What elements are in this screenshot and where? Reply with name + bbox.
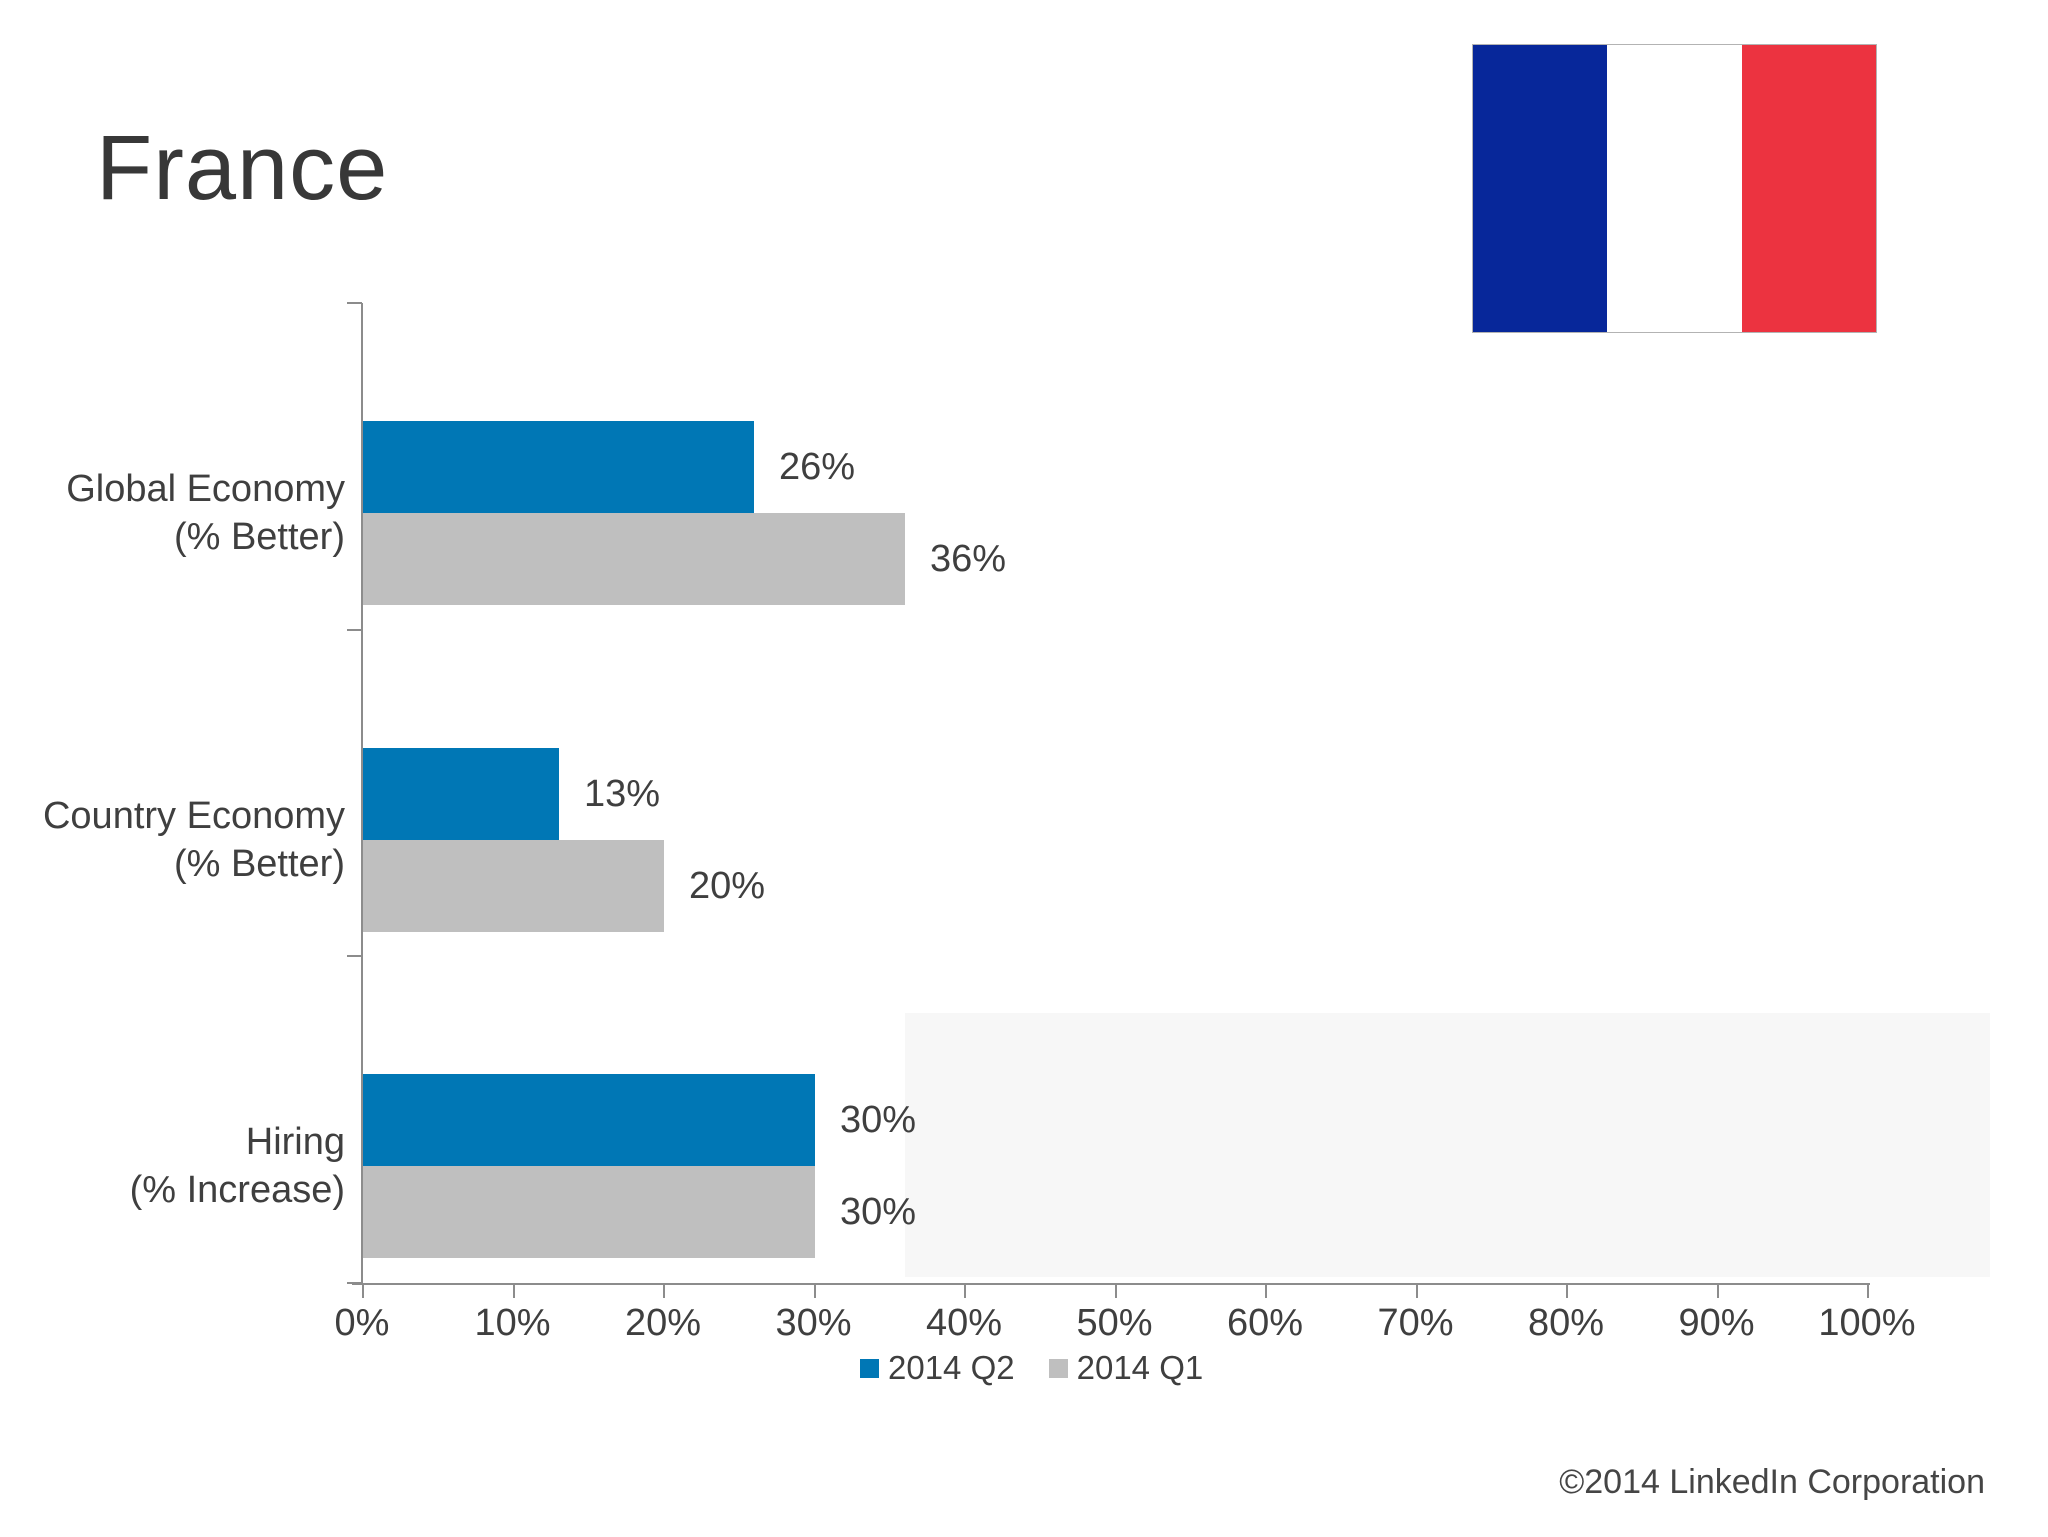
legend-label-2014-q1: 2014 Q1 — [1076, 1349, 1204, 1386]
legend-label-2014-q2: 2014 Q2 — [888, 1349, 1015, 1386]
value-label-2014-q1-category-2: 30% — [840, 1191, 917, 1233]
x-axis-tick — [813, 1285, 816, 1298]
category-boundary-tick — [347, 955, 362, 957]
category-boundary-tick — [347, 302, 362, 304]
legend-item-2014-q2: 2014 Q2 — [860, 1349, 1015, 1387]
x-axis-tick — [1415, 1285, 1418, 1298]
x-axis-tick-label: 80% — [1527, 1302, 1605, 1344]
x-axis-tick-label: 70% — [1377, 1302, 1454, 1344]
category-boundary-tick — [347, 1282, 362, 1284]
bar-2014-q1-category-2 — [363, 1166, 815, 1258]
x-axis-tick-label: 0% — [334, 1302, 390, 1344]
copyright-text: ©2014 LinkedIn Corporation — [1559, 1463, 1985, 1501]
x-axis-tick — [964, 1285, 966, 1298]
x-axis-tick-label: 60% — [1226, 1302, 1304, 1344]
bar-2014-q2-category-2 — [363, 1074, 815, 1166]
bar-2014-q1-category-0 — [363, 513, 905, 605]
category-label: Country Economy (% Better) — [0, 792, 345, 888]
category-label: Global Economy (% Better) — [0, 465, 345, 561]
x-axis-tick — [362, 1285, 364, 1298]
value-label-2014-q2-category-1: 13% — [584, 773, 661, 815]
x-axis-tick — [1716, 1285, 1719, 1298]
x-axis-tick — [663, 1285, 665, 1298]
y-axis-line — [361, 303, 363, 1285]
category-boundary-tick — [347, 629, 362, 631]
page-title: France — [96, 117, 389, 219]
x-axis-tick — [1265, 1285, 1267, 1298]
flag-band-red — [1741, 45, 1876, 332]
france-flag-image — [1472, 44, 1877, 333]
chart-legend: 2014 Q2 2014 Q1 — [860, 1349, 1203, 1387]
x-axis-tick-label: 30% — [775, 1302, 852, 1344]
x-axis-tick — [512, 1285, 515, 1298]
value-label-2014-q2-category-2: 30% — [840, 1099, 917, 1141]
x-axis-line — [352, 1283, 1870, 1285]
x-axis-tick-label: 50% — [1076, 1302, 1153, 1344]
x-axis-tick-label: 40% — [925, 1302, 1003, 1344]
x-axis-tick — [1114, 1285, 1117, 1298]
category-label-line: (% Better) — [173, 516, 345, 558]
legend-swatch-2014-q1 — [1048, 1358, 1068, 1378]
flag-band-white — [1607, 45, 1742, 332]
bar-2014-q2-category-1 — [363, 748, 559, 840]
value-label-2014-q1-category-0: 36% — [930, 538, 1007, 580]
category-label-line: (% Better) — [173, 843, 345, 885]
x-axis-tick — [1867, 1285, 1869, 1298]
x-axis-tick-label: 10% — [474, 1302, 551, 1344]
category-label-line: Hiring — [245, 1121, 345, 1163]
bar-2014-q1-category-1 — [363, 840, 664, 932]
legend-swatch-2014-q2 — [860, 1358, 879, 1378]
category-label-line: Country Economy — [42, 795, 345, 837]
x-axis-tick — [1566, 1285, 1568, 1298]
category-label-line: (% Increase) — [129, 1169, 345, 1211]
value-label-2014-q2-category-0: 26% — [779, 446, 856, 488]
x-axis-tick-label: 100% — [1818, 1302, 1916, 1344]
legend-item-2014-q1: 2014 Q1 — [1048, 1349, 1204, 1387]
value-label-2014-q1-category-1: 20% — [689, 865, 766, 907]
flag-band-blue — [1473, 45, 1608, 332]
bar-2014-q2-category-0 — [363, 421, 754, 513]
category-label-line: Global Economy — [66, 468, 345, 510]
x-axis-tick-label: 90% — [1678, 1302, 1755, 1344]
plot-background-tint — [905, 1013, 1990, 1277]
category-label: Hiring (% Increase) — [0, 1118, 345, 1214]
x-axis-tick-label: 20% — [624, 1302, 702, 1344]
